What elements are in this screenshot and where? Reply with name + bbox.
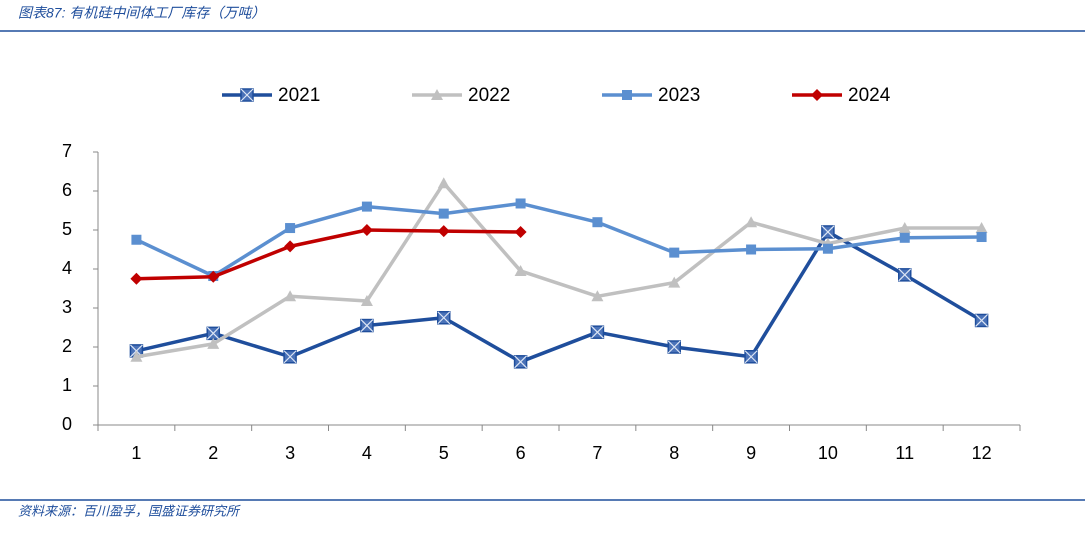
x-tick-label: 11	[895, 443, 914, 463]
marker	[514, 225, 527, 238]
marker	[285, 223, 296, 234]
marker-cross	[514, 355, 528, 369]
legend-item: 2023	[602, 85, 700, 106]
marker-cross	[240, 88, 254, 102]
marker	[976, 232, 987, 243]
marker-cross	[667, 340, 681, 354]
marker-cross	[206, 326, 220, 340]
marker	[513, 355, 528, 369]
chart-title: 图表87: 有机硅中间体工厂库存（万吨）	[18, 5, 265, 21]
legend-item: 2022	[412, 85, 510, 106]
x-tick-label: 4	[362, 443, 372, 463]
marker	[811, 89, 823, 101]
marker	[361, 201, 372, 212]
marker	[514, 264, 527, 276]
marker-cross	[437, 311, 451, 325]
marker	[284, 290, 297, 302]
x-tick-label: 3	[285, 443, 295, 463]
marker	[746, 244, 757, 255]
marker	[130, 350, 143, 362]
y-tick-label: 6	[62, 180, 72, 200]
marker	[744, 350, 758, 364]
marker	[131, 234, 142, 245]
marker-cross	[360, 319, 374, 332]
marker	[590, 325, 605, 339]
marker-cross	[821, 225, 835, 239]
marker-cross	[283, 350, 297, 364]
marker	[822, 243, 833, 254]
x-tick-label: 9	[746, 443, 756, 463]
series	[131, 198, 987, 282]
marker	[207, 337, 220, 349]
marker	[974, 313, 989, 328]
x-tick-label: 5	[439, 443, 449, 463]
marker	[592, 217, 603, 228]
marker	[975, 222, 988, 234]
series	[130, 177, 988, 362]
marker-cross	[975, 314, 989, 327]
series-line	[136, 228, 521, 281]
marker	[669, 247, 680, 258]
legend-label: 2023	[658, 85, 700, 106]
series	[129, 225, 989, 369]
y-tick-label: 4	[62, 258, 72, 278]
marker	[207, 270, 220, 283]
marker	[745, 216, 758, 228]
marker	[821, 225, 835, 239]
x-tick-label: 8	[669, 443, 679, 463]
marker	[899, 232, 910, 243]
marker	[360, 318, 374, 333]
series-line	[135, 201, 982, 278]
marker	[283, 350, 297, 364]
marker	[206, 326, 220, 341]
marker-cross	[744, 350, 758, 364]
legend-label: 2022	[468, 85, 510, 106]
x-tick-label: 12	[972, 443, 992, 463]
x-tick-label: 2	[208, 443, 218, 463]
marker	[130, 272, 143, 285]
y-tick-label: 0	[62, 414, 72, 434]
marker	[284, 240, 297, 253]
source-note: 资料来源：百川盈孚，国盛证券研究所	[18, 503, 241, 518]
y-tick-label: 2	[62, 336, 72, 356]
legend-item: 2024	[792, 85, 891, 106]
marker-cross	[898, 268, 912, 282]
marker	[437, 311, 451, 325]
legend-label: 2024	[848, 85, 891, 106]
marker-cross	[590, 325, 604, 339]
y-tick-label: 5	[62, 219, 72, 239]
marker	[240, 88, 254, 102]
series-line	[136, 230, 983, 364]
y-tick-label: 7	[62, 141, 72, 161]
marker	[515, 198, 526, 209]
x-tick-label: 7	[592, 443, 602, 463]
marker	[667, 340, 681, 354]
marker	[898, 222, 911, 234]
marker	[898, 268, 912, 282]
marker	[437, 177, 450, 189]
marker	[438, 208, 449, 219]
marker	[668, 276, 681, 288]
x-tick-label: 1	[131, 443, 141, 463]
x-tick-label: 6	[516, 443, 526, 463]
y-tick-label: 1	[62, 375, 72, 395]
marker	[591, 290, 604, 302]
y-tick-label: 3	[62, 297, 72, 317]
series-line	[136, 181, 982, 359]
marker	[622, 90, 632, 100]
series	[130, 224, 527, 285]
marker	[360, 224, 373, 236]
legend-item: 2021	[222, 85, 320, 106]
legend-label: 2021	[278, 85, 320, 106]
marker	[437, 225, 450, 238]
x-tick-label: 10	[818, 443, 838, 463]
marker	[431, 89, 443, 100]
marker	[360, 294, 373, 306]
